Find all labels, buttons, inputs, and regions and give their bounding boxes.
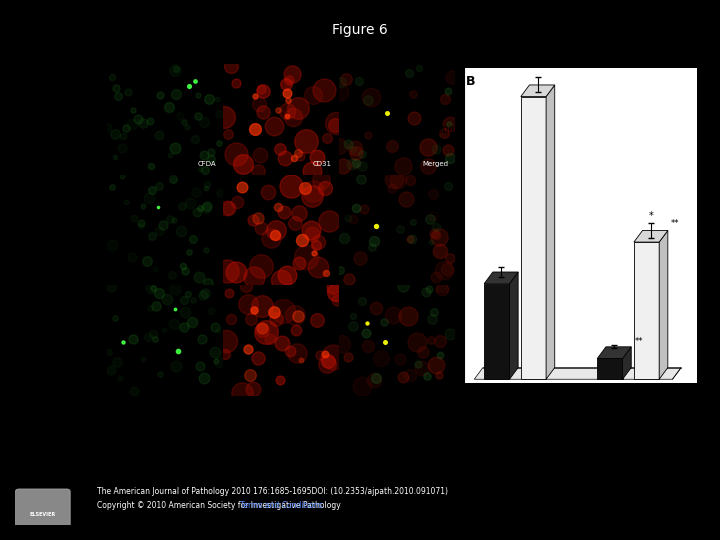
Polygon shape — [598, 359, 623, 379]
Text: Terms and Conditions: Terms and Conditions — [240, 501, 323, 510]
Text: *: * — [649, 211, 653, 221]
Text: **: ** — [671, 219, 680, 228]
Text: *: * — [535, 63, 541, 73]
Text: A: A — [108, 59, 117, 72]
Polygon shape — [521, 85, 554, 97]
Polygon shape — [546, 85, 554, 379]
Polygon shape — [598, 347, 631, 359]
Polygon shape — [634, 231, 668, 242]
Polygon shape — [510, 272, 518, 379]
Polygon shape — [485, 284, 510, 379]
Polygon shape — [634, 242, 660, 379]
Text: ELSEVIER: ELSEVIER — [30, 512, 56, 517]
Polygon shape — [623, 347, 631, 379]
Polygon shape — [660, 231, 668, 379]
Text: day21: day21 — [616, 400, 648, 410]
Polygon shape — [474, 368, 681, 379]
Text: CD31: CD31 — [313, 161, 332, 167]
Text: Merged: Merged — [422, 161, 448, 167]
FancyBboxPatch shape — [16, 489, 70, 528]
Text: B: B — [466, 75, 475, 89]
Text: The American Journal of Pathology 2010 176:1685-1695DOI: (10.2353/ajpath.2010.09: The American Journal of Pathology 2010 1… — [97, 487, 448, 496]
Text: Copyright © 2010 American Society for Investigative Pathology: Copyright © 2010 American Society for In… — [97, 501, 343, 510]
Polygon shape — [521, 97, 546, 379]
Text: CFDA: CFDA — [197, 161, 216, 167]
Y-axis label: Engrafted EPC in Kidney: Engrafted EPC in Kidney — [418, 171, 428, 280]
Text: day14: day14 — [499, 400, 531, 410]
Text: Figure 6: Figure 6 — [332, 23, 388, 37]
Polygon shape — [485, 272, 518, 284]
Text: **: ** — [634, 336, 643, 346]
